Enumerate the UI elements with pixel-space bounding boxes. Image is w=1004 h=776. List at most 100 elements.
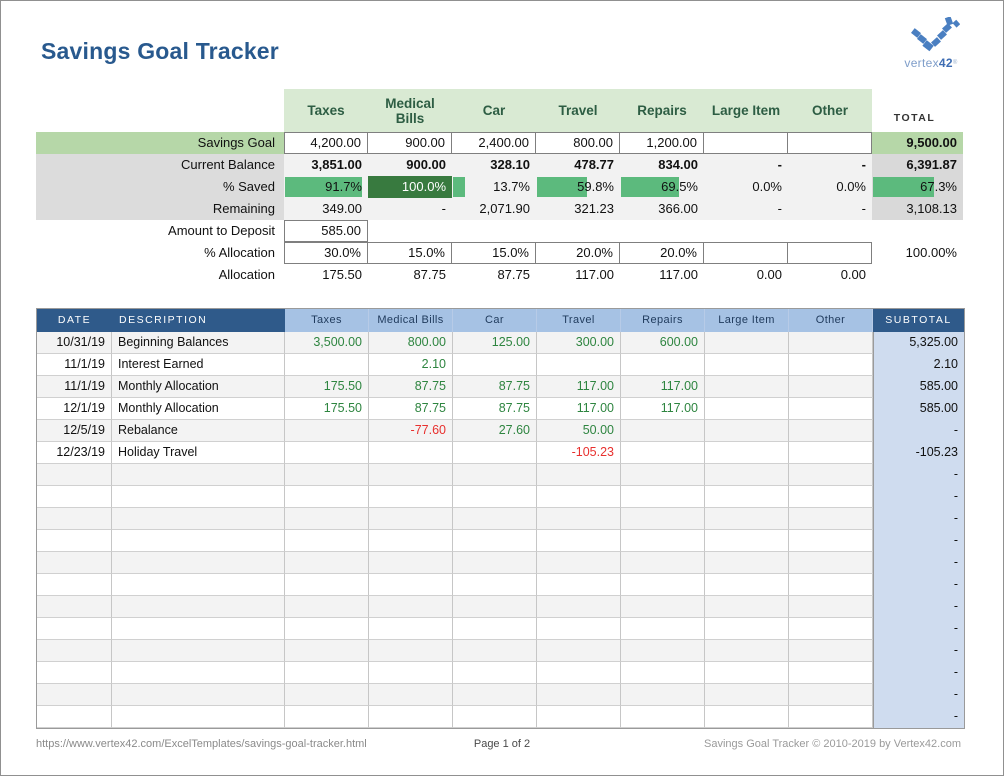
txn-value-cell[interactable]: [789, 508, 873, 530]
txn-value-cell[interactable]: [789, 530, 873, 552]
txn-value-cell[interactable]: [705, 376, 789, 398]
txn-value-cell[interactable]: [705, 596, 789, 618]
txn-value-cell[interactable]: 175.50: [285, 376, 369, 398]
txn-value-cell[interactable]: [705, 640, 789, 662]
txn-value-cell[interactable]: [621, 552, 705, 574]
txn-value-cell[interactable]: [285, 508, 369, 530]
txn-subtotal-cell[interactable]: -: [873, 420, 964, 442]
txn-date-cell[interactable]: [37, 618, 112, 640]
txn-value-cell[interactable]: -105.23: [537, 442, 621, 464]
txn-description-cell[interactable]: [112, 662, 285, 684]
txn-value-cell[interactable]: [705, 552, 789, 574]
txn-value-cell[interactable]: 50.00: [537, 420, 621, 442]
txn-value-cell[interactable]: [369, 662, 453, 684]
summary-cell[interactable]: [788, 242, 872, 264]
txn-value-cell[interactable]: [453, 618, 537, 640]
txn-value-cell[interactable]: 117.00: [621, 376, 705, 398]
summary-cell[interactable]: 366.00: [620, 198, 704, 220]
txn-value-cell[interactable]: [537, 662, 621, 684]
txn-value-cell[interactable]: 3,500.00: [285, 332, 369, 354]
summary-cell[interactable]: 3,851.00: [284, 154, 368, 176]
txn-value-cell[interactable]: [789, 552, 873, 574]
summary-cell[interactable]: 0.00: [704, 264, 788, 286]
txn-value-cell[interactable]: 87.75: [369, 376, 453, 398]
txn-value-cell[interactable]: [621, 354, 705, 376]
txn-value-cell[interactable]: [789, 486, 873, 508]
txn-value-cell[interactable]: 175.50: [285, 398, 369, 420]
txn-value-cell[interactable]: [789, 354, 873, 376]
txn-description-cell[interactable]: [112, 486, 285, 508]
txn-subtotal-cell[interactable]: 585.00: [873, 376, 964, 398]
summary-cell[interactable]: 349.00: [284, 198, 368, 220]
txn-subtotal-cell[interactable]: -: [873, 530, 964, 552]
txn-value-cell[interactable]: 800.00: [369, 332, 453, 354]
summary-cell[interactable]: [788, 132, 872, 154]
txn-description-cell[interactable]: [112, 596, 285, 618]
txn-value-cell[interactable]: 125.00: [453, 332, 537, 354]
txn-description-cell[interactable]: [112, 706, 285, 728]
summary-cell[interactable]: -: [788, 198, 872, 220]
txn-value-cell[interactable]: [537, 574, 621, 596]
txn-value-cell[interactable]: [705, 442, 789, 464]
txn-subtotal-cell[interactable]: 5,325.00: [873, 332, 964, 354]
txn-description-cell[interactable]: [112, 530, 285, 552]
txn-description-cell[interactable]: Interest Earned: [112, 354, 285, 376]
txn-value-cell[interactable]: 87.75: [369, 398, 453, 420]
txn-value-cell[interactable]: 87.75: [453, 398, 537, 420]
summary-cell[interactable]: 117.00: [620, 264, 704, 286]
txn-value-cell[interactable]: 27.60: [453, 420, 537, 442]
txn-value-cell[interactable]: [537, 354, 621, 376]
summary-cell[interactable]: 0.0%: [788, 176, 872, 198]
txn-value-cell[interactable]: [789, 640, 873, 662]
txn-description-cell[interactable]: [112, 640, 285, 662]
txn-subtotal-cell[interactable]: -: [873, 486, 964, 508]
txn-value-cell[interactable]: [285, 552, 369, 574]
txn-value-cell[interactable]: [285, 596, 369, 618]
summary-cell[interactable]: 15.0%: [368, 242, 452, 264]
summary-cell[interactable]: 20.0%: [620, 242, 704, 264]
txn-value-cell[interactable]: [537, 530, 621, 552]
txn-value-cell[interactable]: -77.60: [369, 420, 453, 442]
txn-date-cell[interactable]: [37, 552, 112, 574]
txn-value-cell[interactable]: [705, 420, 789, 442]
txn-value-cell[interactable]: [369, 706, 453, 728]
txn-value-cell[interactable]: 117.00: [537, 398, 621, 420]
txn-value-cell[interactable]: [621, 464, 705, 486]
summary-cell[interactable]: 15.0%: [452, 242, 536, 264]
txn-value-cell[interactable]: [705, 684, 789, 706]
txn-subtotal-cell[interactable]: -: [873, 706, 964, 728]
txn-value-cell[interactable]: [453, 662, 537, 684]
txn-subtotal-cell[interactable]: -: [873, 552, 964, 574]
txn-value-cell[interactable]: [789, 574, 873, 596]
txn-date-cell[interactable]: [37, 464, 112, 486]
summary-cell[interactable]: 900.00: [368, 132, 452, 154]
txn-date-cell[interactable]: 11/1/19: [37, 354, 112, 376]
txn-date-cell[interactable]: [37, 486, 112, 508]
txn-value-cell[interactable]: [369, 508, 453, 530]
txn-subtotal-cell[interactable]: -: [873, 464, 964, 486]
txn-description-cell[interactable]: [112, 508, 285, 530]
summary-cell[interactable]: 585.00: [284, 220, 368, 242]
txn-value-cell[interactable]: 87.75: [453, 376, 537, 398]
txn-value-cell[interactable]: [537, 552, 621, 574]
summary-cell[interactable]: 87.75: [452, 264, 536, 286]
txn-value-cell[interactable]: [705, 530, 789, 552]
txn-value-cell[interactable]: [453, 684, 537, 706]
summary-cell[interactable]: -: [704, 198, 788, 220]
txn-value-cell[interactable]: [621, 640, 705, 662]
txn-value-cell[interactable]: [285, 706, 369, 728]
summary-cell[interactable]: 1,200.00: [620, 132, 704, 154]
txn-value-cell[interactable]: [285, 486, 369, 508]
txn-value-cell[interactable]: [453, 596, 537, 618]
txn-value-cell[interactable]: [789, 332, 873, 354]
summary-cell[interactable]: 2,071.90: [452, 198, 536, 220]
txn-value-cell[interactable]: [369, 596, 453, 618]
txn-date-cell[interactable]: 11/1/19: [37, 376, 112, 398]
summary-cell[interactable]: 100.0%: [368, 176, 452, 198]
summary-cell[interactable]: 2,400.00: [452, 132, 536, 154]
txn-value-cell[interactable]: [453, 354, 537, 376]
txn-value-cell[interactable]: [621, 596, 705, 618]
summary-cell[interactable]: 328.10: [452, 154, 536, 176]
footer-url-link[interactable]: https://www.vertex42.com/ExcelTemplates/…: [36, 738, 367, 750]
summary-cell[interactable]: [536, 220, 620, 242]
